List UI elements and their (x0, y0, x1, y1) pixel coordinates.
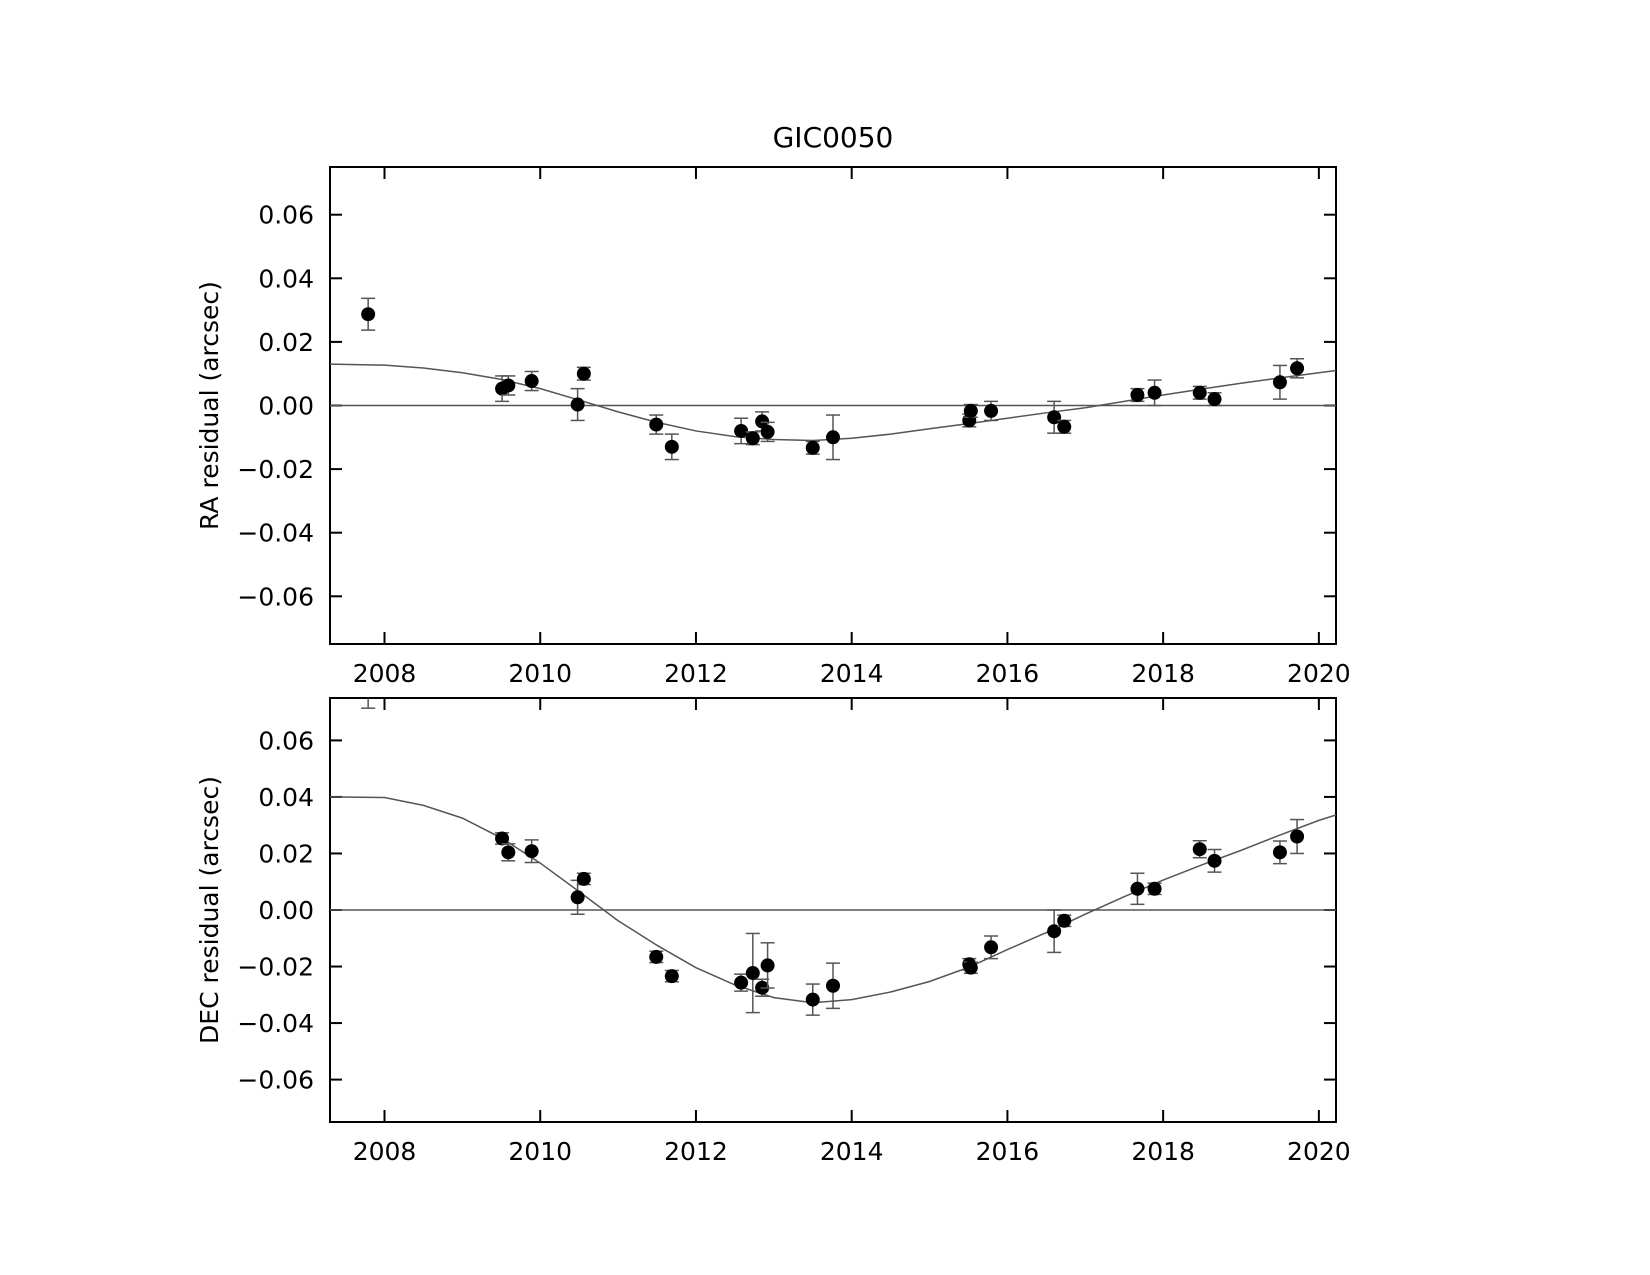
x-tick-label: 2012 (664, 659, 728, 688)
data-point (1147, 881, 1162, 896)
y-tick-label: 0.04 (258, 783, 314, 812)
data-point (805, 992, 820, 1007)
data-point (1057, 913, 1072, 928)
x-tick-label: 2016 (976, 659, 1040, 688)
y-tick-label: 0.02 (258, 839, 314, 868)
x-tick-label: 2018 (1131, 1137, 1195, 1166)
error-bar (361, 698, 376, 709)
y-tick-label: 0.06 (258, 201, 314, 230)
data-point (1047, 924, 1062, 939)
data-point (495, 831, 510, 846)
y-tick-label: 0.00 (258, 896, 314, 925)
panel: DEC residual (arcsec) −0.06 −0.04 −0.02 0.00… (195, 697, 1351, 1166)
data-point (984, 940, 999, 955)
data-point (576, 871, 591, 886)
data-point (1290, 361, 1305, 376)
data-point (1207, 853, 1222, 868)
x-tick-label: 2012 (664, 1137, 728, 1166)
data-point (1290, 829, 1305, 844)
y-axis-label: DEC residual (arcsec) (195, 776, 224, 1044)
y-tick-label: −0.04 (237, 519, 314, 548)
x-tick-label: 2020 (1287, 1137, 1351, 1166)
data-point (664, 969, 679, 984)
data-point (1130, 388, 1145, 403)
data-point (361, 307, 376, 322)
data-point (760, 424, 775, 439)
x-tick-label: 2014 (820, 659, 884, 688)
y-axis-label: RA residual (arcsec) (195, 281, 224, 530)
data-point (1272, 375, 1287, 390)
y-tick-label: 0.04 (258, 264, 314, 293)
x-tick-label: 2018 (1131, 659, 1195, 688)
data-point (1207, 392, 1222, 407)
y-tick-label: −0.04 (237, 1009, 314, 1038)
data-point (524, 844, 539, 859)
y-tick-label: −0.02 (237, 953, 314, 982)
data-point (570, 397, 585, 412)
y-tick-label: 0.02 (258, 328, 314, 357)
fit-curve (330, 796, 1336, 1004)
plot-area (330, 297, 1336, 461)
x-tick-label: 2008 (353, 659, 417, 688)
data-point (524, 374, 539, 389)
data-point (501, 378, 516, 393)
chart-title: GIC0050 (773, 121, 894, 154)
x-tick-label: 2008 (353, 1137, 417, 1166)
data-point (1147, 385, 1162, 400)
x-tick-label: 2010 (508, 1137, 572, 1166)
data-point (826, 430, 840, 445)
data-point (649, 417, 664, 432)
data-point (366, 698, 370, 699)
data-point (745, 431, 760, 446)
data-point (963, 403, 978, 418)
data-point (1192, 385, 1207, 400)
panel: GIC0050 RA residual (arcsec) −0.06 −0.04 −0.… (195, 121, 1351, 688)
x-tick-label: 2010 (508, 659, 572, 688)
data-point (984, 403, 999, 418)
y-tick-label: 0.06 (258, 726, 314, 755)
data-point (805, 440, 820, 455)
data-point (649, 949, 664, 964)
y-tick-label: 0.00 (258, 392, 314, 421)
data-point (1192, 842, 1207, 857)
data-point (501, 845, 516, 860)
data-point (1057, 419, 1072, 434)
data-point (576, 366, 591, 381)
x-tick-label: 2014 (820, 1137, 884, 1166)
data-point (1272, 845, 1287, 860)
plot-area (330, 698, 1336, 1016)
data-point (734, 975, 749, 990)
y-tick-label: −0.06 (237, 1066, 314, 1095)
y-tick-label: −0.06 (237, 582, 314, 611)
y-tick-label: −0.02 (237, 455, 314, 484)
data-point (664, 439, 679, 454)
data-point (745, 966, 760, 981)
data-point (963, 960, 978, 975)
data-point (734, 423, 749, 438)
data-point (755, 414, 770, 429)
data-point (1130, 881, 1145, 896)
data-point (570, 890, 585, 905)
data-point (760, 958, 775, 973)
data-point (826, 978, 840, 993)
x-tick-label: 2020 (1287, 659, 1351, 688)
x-tick-label: 2016 (976, 1137, 1040, 1166)
